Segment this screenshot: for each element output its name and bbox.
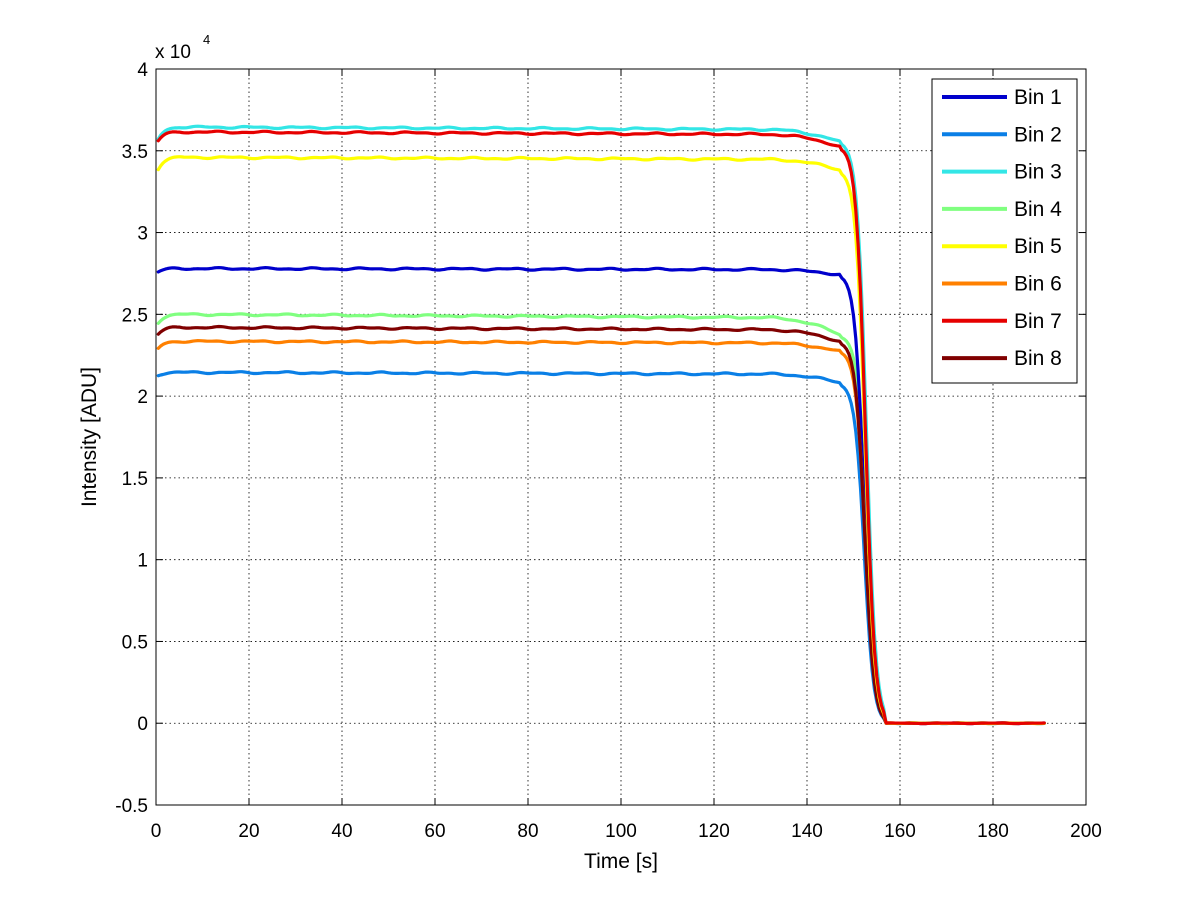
y-tick-label: 2.5 [122, 305, 148, 326]
y-tick-label: 0.5 [122, 632, 148, 653]
legend-label: Bin 1 [1014, 86, 1062, 109]
x-tick-label: 100 [605, 821, 637, 842]
y-axis-title: Intensity [ADU] [78, 367, 101, 507]
legend-label: Bin 3 [1014, 161, 1062, 184]
x-axis-title: Time [s] [584, 850, 658, 873]
y-scale-multiplier: x 10 4 [155, 32, 210, 63]
x-tick-label: 60 [424, 821, 445, 842]
axis-ticks: 0 20 40 60 80 100 120 140 160 180 200-0.500.511.52… [115, 60, 1102, 842]
legend-label: Bin 2 [1014, 123, 1062, 146]
y-tick-label: 1.5 [122, 469, 148, 490]
grid-lines [156, 69, 1086, 805]
x-tick-label: 20 [238, 821, 259, 842]
y-tick-label: 0 [137, 714, 148, 735]
legend-label: Bin 6 [1014, 273, 1062, 296]
series-lines [156, 124, 1046, 726]
x-tick-label: 0 [151, 821, 162, 842]
legend-label: Bin 8 [1014, 347, 1062, 370]
y-tick-label: 3 [137, 224, 148, 245]
y-tick-label: 1 [137, 551, 148, 572]
legend-label: Bin 5 [1014, 235, 1062, 258]
series-line-bin-7 [156, 129, 1046, 726]
y-tick-label: 3.5 [122, 142, 148, 163]
x-tick-label: 180 [977, 821, 1009, 842]
x-tick-label: 160 [884, 821, 916, 842]
y-scale-base: x 10 [155, 42, 191, 63]
legend: Bin 1 Bin 2 Bin 3 Bin 4 Bin 5 Bin 6 Bin 7 Bin 8 [931, 78, 1078, 384]
legend-box [931, 78, 1078, 384]
y-tick-label: 2 [137, 387, 148, 408]
x-tick-label: 200 [1070, 821, 1102, 842]
x-tick-label: 40 [331, 821, 352, 842]
y-tick-label: 4 [137, 60, 148, 81]
y-scale-exponent: 4 [203, 32, 210, 47]
x-tick-label: 140 [791, 821, 823, 842]
legend-label: Bin 4 [1014, 198, 1062, 221]
y-tick-label: -0.5 [115, 796, 148, 817]
x-tick-label: 80 [517, 821, 538, 842]
x-tick-label: 120 [698, 821, 730, 842]
legend-label: Bin 7 [1014, 310, 1062, 333]
